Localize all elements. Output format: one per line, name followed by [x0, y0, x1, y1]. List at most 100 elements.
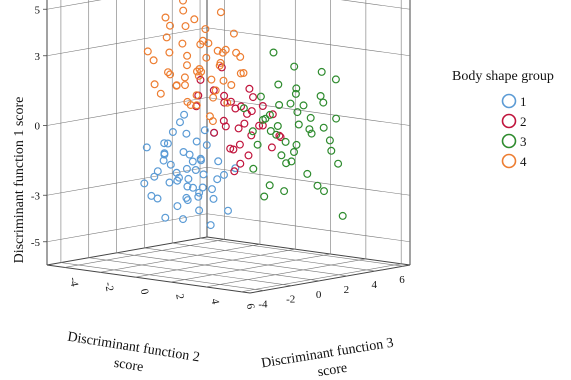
- point-group-1: [206, 221, 215, 230]
- grid-x-floor-0: [64, 239, 225, 268]
- y-tick-label: -4: [258, 299, 268, 311]
- point-group-2: [196, 75, 205, 84]
- point-group-2: [276, 133, 285, 142]
- point-group-4: [172, 81, 181, 90]
- point-group-3: [277, 151, 286, 160]
- point-group-3: [306, 113, 315, 122]
- point-group-4: [197, 67, 206, 76]
- grid-x-floor-4: [205, 258, 366, 288]
- point-group-4: [236, 52, 245, 61]
- point-group-1: [179, 215, 188, 224]
- point-group-4: [204, 39, 213, 48]
- grid-x-floor-1: [99, 244, 261, 273]
- point-group-4: [149, 56, 158, 65]
- point-group-3: [261, 114, 270, 123]
- point-group-3: [338, 211, 347, 220]
- point-group-1: [198, 183, 207, 192]
- point-group-2: [240, 119, 249, 128]
- floor-edge-y: [249, 264, 411, 294]
- point-group-1: [195, 206, 204, 215]
- box-edge-1: [206, 236, 411, 266]
- point-group-3: [290, 62, 299, 71]
- x-tick-label: 6: [244, 303, 257, 311]
- point-group-1: [183, 196, 192, 205]
- point-group-3: [316, 91, 325, 100]
- point-group-1: [182, 129, 191, 138]
- point-group-4: [192, 91, 201, 100]
- point-group-1: [208, 185, 217, 194]
- grid-z-right-3: [206, 166, 411, 196]
- point-group-4: [186, 100, 195, 109]
- point-group-1: [173, 202, 182, 211]
- x-tick-label: -2: [102, 281, 115, 292]
- point-group-4: [179, 6, 188, 15]
- z-axis-label: Discriminant function 1 score: [12, 97, 27, 264]
- point-group-3: [265, 181, 274, 190]
- grid-y-floor-0: [60, 262, 264, 291]
- point-group-1: [192, 137, 201, 146]
- point-group-1: [165, 178, 174, 187]
- point-group-2: [235, 140, 244, 149]
- point-group-3: [320, 187, 329, 196]
- point-group-1: [153, 167, 162, 176]
- z-tick-label: 5: [35, 4, 41, 16]
- point-group-3: [253, 140, 262, 149]
- point-group-4: [162, 33, 171, 42]
- point-group-2: [230, 167, 239, 176]
- grid-x-floor-3: [170, 253, 331, 283]
- point-group-1: [209, 194, 218, 203]
- point-group-4: [208, 117, 217, 126]
- point-group-2: [249, 93, 258, 102]
- point-group-1: [214, 157, 223, 166]
- point-group-1: [194, 192, 203, 201]
- point-group-1: [176, 118, 185, 127]
- point-group-4: [181, 22, 190, 31]
- point-group-4: [166, 21, 175, 30]
- legend-marker-2: [501, 113, 517, 129]
- point-group-1: [202, 141, 211, 150]
- point-group-3: [248, 127, 257, 136]
- point-group-3: [331, 75, 340, 84]
- point-group-3: [294, 120, 303, 129]
- point-group-3: [239, 104, 248, 113]
- point-group-4: [194, 71, 203, 80]
- point-group-4: [232, 48, 241, 57]
- point-group-4: [183, 51, 192, 60]
- point-group-4: [229, 29, 238, 38]
- point-group-4: [181, 81, 190, 90]
- point-group-2: [226, 144, 235, 153]
- point-group-2: [245, 84, 254, 93]
- point-group-2: [255, 121, 264, 130]
- y-tick-label: 6: [399, 274, 405, 286]
- point-group-3: [273, 121, 282, 130]
- point-group-2: [236, 159, 245, 168]
- point-group-1: [191, 166, 200, 175]
- point-group-3: [334, 159, 343, 168]
- point-group-1: [180, 110, 189, 119]
- point-group-3: [260, 192, 269, 201]
- chart-points: [140, 0, 347, 230]
- box-edge-0: [46, 236, 208, 266]
- point-group-2: [220, 91, 229, 100]
- y-axis-label-line2: score: [317, 361, 349, 380]
- grid-y-floor-5: [200, 237, 404, 267]
- point-group-3: [313, 181, 322, 190]
- point-group-4: [211, 86, 220, 95]
- legend: Body shape group 1 2 3 4: [452, 69, 554, 169]
- point-group-2: [258, 101, 267, 110]
- point-group-1: [199, 170, 208, 179]
- legend-label-1: 1: [520, 94, 527, 109]
- x-axis-label-line2: score: [113, 356, 145, 375]
- grid-z-left-0: [46, 0, 102, 10]
- point-group-4: [150, 80, 159, 89]
- point-group-4: [239, 68, 248, 77]
- point-group-1: [160, 149, 169, 158]
- point-group-3: [292, 140, 301, 149]
- point-group-3: [291, 89, 300, 98]
- point-group-1: [163, 139, 172, 148]
- point-group-4: [223, 98, 232, 107]
- grid-z-left-1: [46, 27, 208, 57]
- point-group-2: [244, 151, 253, 160]
- point-group-1: [150, 172, 159, 181]
